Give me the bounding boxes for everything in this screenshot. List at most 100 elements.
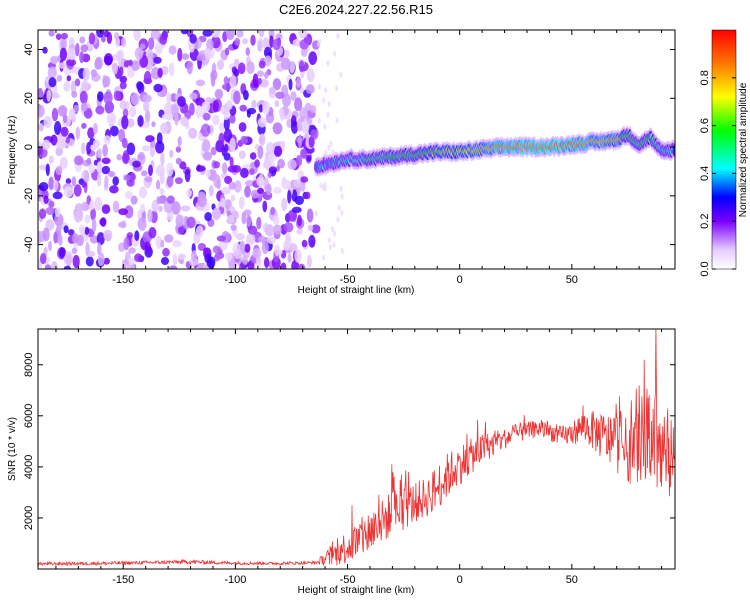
- noise-blob: [256, 70, 265, 77]
- noise-blob: [48, 155, 54, 164]
- noise-blob: [328, 244, 332, 251]
- noise-blob: [241, 211, 247, 225]
- noise-blob: [59, 247, 66, 258]
- noise-blob: [88, 32, 96, 45]
- noise-blob: [112, 200, 120, 213]
- noise-blob: [141, 145, 151, 152]
- noise-blob: [80, 102, 88, 112]
- noise-blob: [220, 197, 226, 208]
- noise-blob: [234, 180, 242, 193]
- noise-blob: [275, 33, 283, 40]
- noise-blob: [257, 187, 264, 194]
- noise-blob: [75, 43, 80, 57]
- noise-blob: [71, 232, 79, 244]
- noise-blob: [339, 185, 343, 192]
- noise-blob: [239, 240, 246, 252]
- noise-blob: [291, 206, 302, 214]
- noise-blob: [305, 84, 315, 95]
- noise-blob: [122, 259, 129, 266]
- noise-blob: [298, 30, 308, 39]
- noise-blob: [154, 42, 163, 55]
- noise-blob: [124, 191, 133, 199]
- noise-blob: [84, 170, 90, 184]
- x-tick-label: 50: [566, 274, 578, 286]
- noise-blob: [319, 182, 323, 189]
- noise-blob: [91, 218, 97, 233]
- noise-blob: [230, 194, 235, 202]
- noise-blob: [243, 90, 249, 101]
- noise-blob: [229, 206, 236, 213]
- noise-blob: [63, 265, 71, 269]
- noise-blob: [48, 240, 52, 252]
- noise-blob: [223, 116, 230, 131]
- noise-blob: [121, 137, 128, 149]
- noise-blob: [195, 225, 204, 238]
- noise-blob: [246, 214, 252, 228]
- noise-blob: [281, 140, 286, 152]
- noise-blob: [208, 185, 214, 197]
- noise-blob: [65, 136, 70, 144]
- noise-blob: [311, 224, 321, 234]
- noise-blob: [331, 226, 334, 233]
- noise-blob: [189, 34, 197, 44]
- noise-blob: [137, 82, 145, 94]
- noise-blob: [156, 132, 163, 145]
- snr-y-axis-label: SNR (10 * v/v): [7, 417, 18, 481]
- noise-blob: [204, 48, 212, 60]
- noise-blob: [147, 37, 155, 50]
- noise-blob: [126, 258, 136, 266]
- noise-blob: [340, 247, 344, 254]
- noise-blob: [38, 122, 44, 132]
- noise-blob: [295, 155, 303, 167]
- noise-blob: [298, 263, 306, 269]
- noise-blob: [335, 85, 339, 92]
- noise-blob: [159, 170, 165, 185]
- noise-blob: [145, 135, 155, 143]
- noise-blob: [121, 37, 127, 48]
- noise-blob: [157, 67, 163, 78]
- noise-blob: [44, 264, 52, 269]
- noise-blob: [329, 140, 333, 147]
- noise-blob: [172, 253, 178, 266]
- noise-blob: [296, 227, 303, 235]
- noise-blob: [290, 91, 297, 101]
- noise-blob: [60, 36, 67, 51]
- snr-x-axis-label: Height of straight line (km): [298, 585, 415, 596]
- noise-blob: [130, 195, 138, 205]
- noise-blob: [59, 156, 68, 170]
- x-tick-label: -150: [112, 274, 134, 286]
- noise-blob: [210, 72, 216, 87]
- noise-blob: [256, 176, 264, 187]
- noise-blob: [255, 254, 262, 269]
- noise-blob: [63, 68, 71, 76]
- noise-blob: [74, 155, 84, 166]
- noise-blob: [273, 145, 283, 157]
- noise-blob: [261, 240, 269, 255]
- noise-blob: [213, 174, 221, 189]
- noise-blob: [266, 236, 276, 244]
- noise-blob: [65, 178, 72, 185]
- noise-blob: [129, 173, 136, 181]
- colorbar-tick-label: 0.6: [699, 118, 711, 133]
- noise-blob: [303, 118, 308, 132]
- noise-blob: [90, 207, 96, 221]
- noise-blob: [103, 229, 113, 241]
- noise-blob: [75, 126, 81, 140]
- noise-blob: [205, 169, 211, 178]
- noise-blob: [308, 234, 316, 248]
- noise-blob: [161, 257, 169, 265]
- noise-blob: [212, 245, 221, 254]
- noise-blob: [327, 101, 331, 107]
- noise-blob: [38, 182, 49, 192]
- noise-blob: [112, 62, 118, 75]
- noise-blob: [262, 37, 270, 50]
- noise-blob: [124, 205, 134, 219]
- noise-blob: [110, 125, 119, 137]
- noise-blob: [186, 60, 193, 75]
- noise-blob: [249, 152, 257, 160]
- noise-blob: [336, 33, 340, 40]
- noise-blob: [263, 46, 273, 59]
- noise-blob: [112, 176, 119, 186]
- noise-blob: [118, 208, 128, 216]
- noise-blob: [289, 60, 296, 74]
